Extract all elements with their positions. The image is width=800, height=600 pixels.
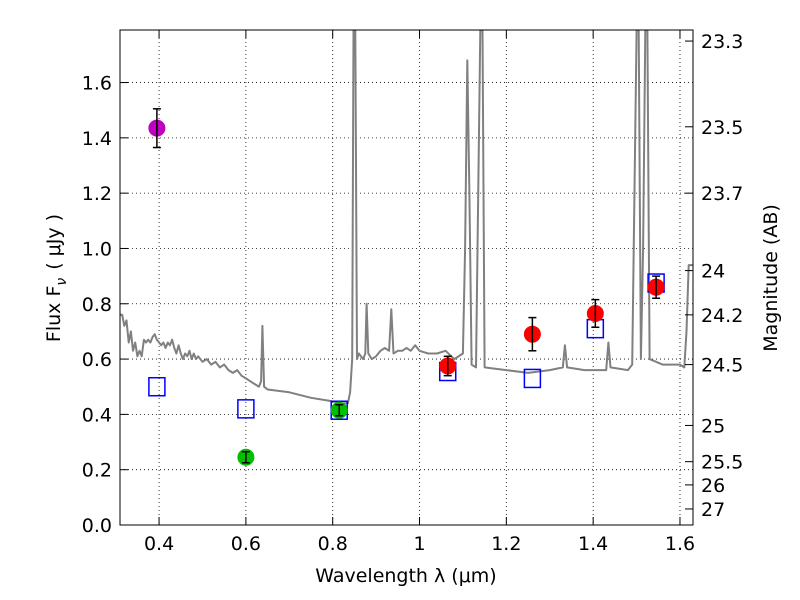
spectrum-series (120, 30, 693, 405)
y-axis-label-main: Flux F (43, 286, 65, 342)
x-tick-label: 1 (413, 533, 425, 555)
y-tick-label: 0.0 (82, 515, 112, 537)
axis-ticks: 0.4 0.6 0.8 1 1.2 1.4 1.6 0.0 0.2 0.4 0.6 0.8 1.0 1.2… (82, 30, 743, 555)
model-box-marker (523, 368, 542, 389)
right-tick-label: 25.5 (701, 452, 743, 474)
measured-point-series (148, 108, 665, 466)
model-box-marker (148, 376, 166, 397)
right-tick-label: 26 (701, 475, 725, 497)
y-axis-label-subscript: ν (54, 278, 70, 286)
model-box-marker (237, 399, 255, 419)
right-tick-label: 24.2 (701, 305, 743, 327)
right-tick-label: 23.5 (701, 117, 743, 139)
right-tick-label: 24.5 (701, 355, 743, 377)
spectrum-line (120, 30, 693, 405)
y-axis-label-unit: ( μJy ) (43, 214, 65, 270)
y-tick-label: 0.8 (82, 294, 112, 316)
right-tick-label: 24 (701, 261, 725, 283)
y-tick-label: 1.4 (82, 128, 112, 150)
grid-lines (120, 30, 693, 526)
y-tick-label: 1.0 (82, 238, 112, 260)
y-tick-label: 0.4 (82, 404, 112, 426)
right-tick-label: 23.7 (701, 183, 743, 205)
y-tick-label: 0.6 (82, 349, 112, 371)
y-tick-label: 0.2 (82, 460, 112, 482)
x-axis-label: Wavelength λ (μm) (315, 565, 496, 587)
x-tick-label: 0.8 (318, 533, 348, 555)
y-axis-label: Flux Fν ( μJy ) (43, 214, 70, 342)
right-tick-label: 27 (701, 499, 725, 521)
x-tick-label: 1.4 (578, 533, 608, 555)
right-tick-label: 25 (701, 415, 725, 437)
y-tick-label: 1.6 (82, 73, 112, 95)
x-tick-label: 0.6 (231, 533, 261, 555)
x-tick-label: 1.2 (491, 533, 521, 555)
right-tick-label: 23.3 (701, 31, 743, 53)
right-axis-label: Magnitude (AB) (760, 204, 782, 352)
plot-background (120, 30, 693, 525)
plot-frame (119, 29, 694, 526)
x-tick-label: 1.6 (665, 533, 695, 555)
y-tick-label: 1.2 (82, 183, 112, 205)
x-tick-label: 0.4 (144, 533, 174, 555)
